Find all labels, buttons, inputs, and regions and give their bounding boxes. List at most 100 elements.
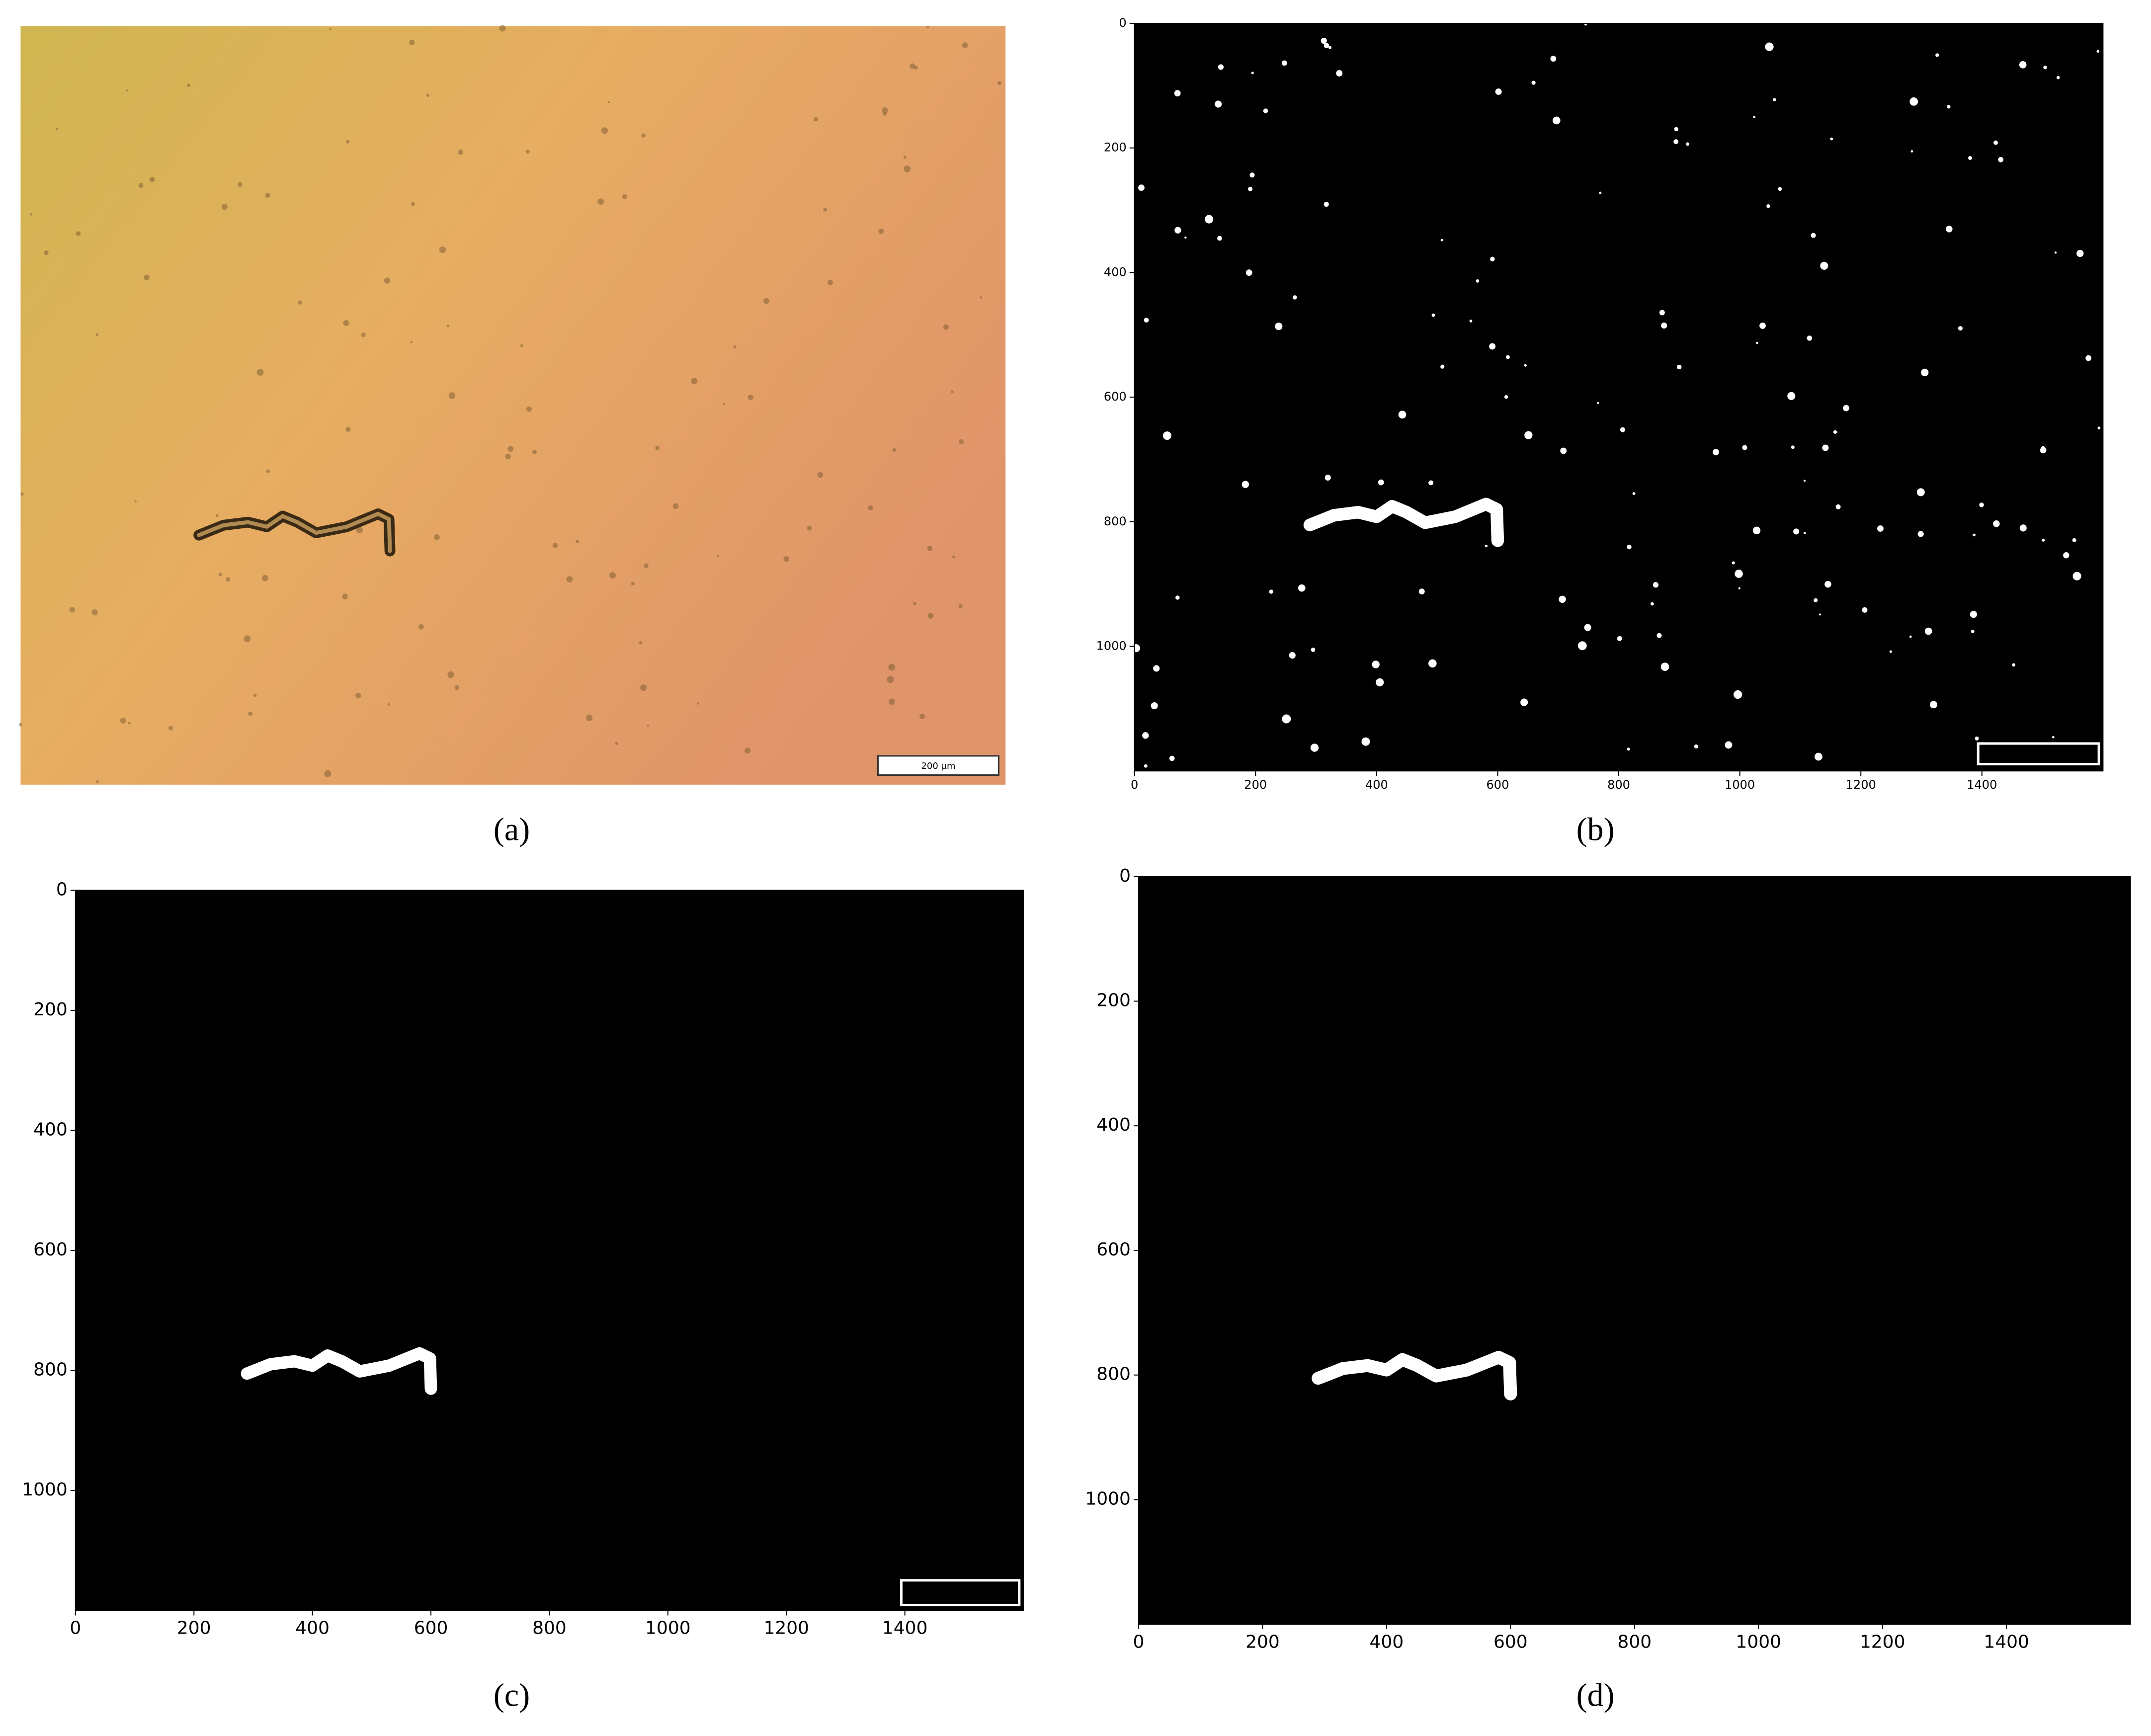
debris <box>608 101 610 103</box>
speckle <box>1674 127 1679 132</box>
y-tick-label: 400 <box>33 1119 68 1140</box>
debris <box>128 722 131 725</box>
speckle <box>1504 395 1508 399</box>
speckle <box>1328 46 1332 49</box>
speckle <box>1811 233 1816 238</box>
panel: 0 200 400 600 800 1000 1200 1400 0 200 400 600 800 10… <box>1085 866 2131 1713</box>
speckle <box>1686 142 1690 146</box>
debris <box>997 81 1002 85</box>
debris <box>56 128 59 131</box>
speckle <box>1275 323 1283 331</box>
speckle <box>1921 368 1929 376</box>
speckle <box>2052 736 2055 739</box>
debris <box>95 333 99 336</box>
speckle <box>1428 659 1437 668</box>
debris <box>19 723 22 727</box>
x-tick-label: 1200 <box>1860 1632 1905 1652</box>
debris <box>631 581 635 585</box>
debris <box>962 42 968 48</box>
debris <box>384 277 391 284</box>
debris <box>959 439 964 444</box>
debris <box>324 770 331 777</box>
debris <box>253 693 257 697</box>
scale-bar-outline <box>900 1579 1021 1606</box>
panel-label: (d) <box>1576 1677 1615 1713</box>
speckle <box>1524 364 1527 367</box>
x-tick-label: 0 <box>1133 1632 1145 1652</box>
mask-image <box>1138 876 2131 1625</box>
y-tick-label: 200 <box>33 999 68 1020</box>
speckle <box>1979 502 1984 507</box>
speckle <box>1627 747 1630 751</box>
speckle <box>1476 279 1480 283</box>
speckle <box>1968 156 1972 160</box>
speckle <box>1138 184 1145 191</box>
x-tick-label: 200 <box>1245 1632 1280 1652</box>
debris <box>91 609 98 616</box>
debris <box>553 543 558 548</box>
speckle <box>1830 137 1833 141</box>
debris <box>346 140 350 144</box>
speckle <box>1142 732 1149 739</box>
debris <box>747 394 753 400</box>
speckle <box>1321 38 1327 44</box>
debris <box>883 112 887 116</box>
speckle <box>1993 520 2000 527</box>
speckle <box>1289 652 1296 659</box>
speckle <box>1661 322 1667 329</box>
speckle <box>1153 665 1160 672</box>
debris <box>20 492 24 496</box>
speckle <box>1174 90 1181 96</box>
speckle <box>1469 320 1473 323</box>
y-tick-label: 200 <box>1104 141 1127 155</box>
axes-frame <box>75 890 1024 1611</box>
speckle <box>1269 589 1273 594</box>
debris <box>622 194 627 199</box>
panel-label: (b) <box>1576 812 1615 848</box>
speckle <box>1506 355 1510 359</box>
debris <box>927 546 933 551</box>
speckle <box>1862 607 1868 613</box>
speckle <box>1759 323 1766 329</box>
debris <box>641 133 646 138</box>
speckle <box>1336 70 1343 77</box>
debris <box>447 671 454 678</box>
speckle <box>2042 538 2045 542</box>
scale-bar <box>877 755 999 776</box>
mask-image <box>1134 23 2103 771</box>
debris <box>138 183 144 188</box>
x-tick-label: 600 <box>1493 1632 1528 1652</box>
debris <box>904 165 910 172</box>
speckle <box>1833 430 1837 434</box>
debris <box>910 63 915 69</box>
y-tick-label: 800 <box>33 1359 68 1380</box>
debris <box>887 676 894 683</box>
y-tick-label: 1000 <box>22 1480 68 1500</box>
debris <box>655 445 660 450</box>
speckle <box>1324 43 1329 49</box>
speckle <box>2076 249 2084 257</box>
panel-label: (c) <box>494 1677 530 1713</box>
debris <box>499 25 506 32</box>
speckle <box>1975 736 1979 741</box>
speckle <box>1734 690 1742 699</box>
debris <box>903 156 907 159</box>
speckle <box>1835 504 1841 509</box>
debris <box>919 714 925 719</box>
debris <box>418 624 424 630</box>
speckle <box>1175 595 1180 600</box>
speckle <box>1627 544 1632 550</box>
speckle <box>1560 447 1567 454</box>
speckle <box>1787 392 1796 400</box>
speckle <box>1753 116 1756 118</box>
debris <box>454 685 460 690</box>
debris <box>597 198 604 205</box>
speckle <box>1174 227 1181 234</box>
debris <box>913 601 916 605</box>
debris <box>507 446 514 452</box>
speckle <box>1550 56 1557 62</box>
debris <box>329 28 331 30</box>
scale-bar-outline <box>1977 742 2100 765</box>
speckle <box>1251 72 1254 75</box>
debris <box>261 575 268 581</box>
